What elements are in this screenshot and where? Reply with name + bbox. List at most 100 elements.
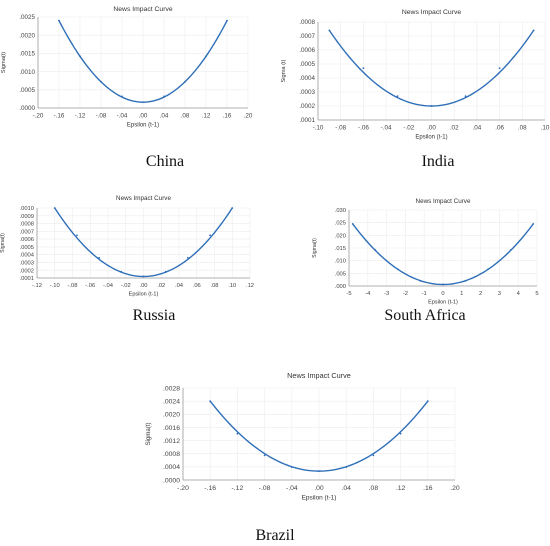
caption-china: China	[146, 153, 184, 170]
x-tick-label: .00	[139, 283, 147, 289]
y-tick-label: .0000	[163, 477, 180, 484]
y-tick-label: .0005	[19, 245, 34, 251]
x-tick-label: .00	[139, 112, 148, 119]
data-point	[374, 249, 377, 251]
y-tick-label: .0025	[19, 14, 35, 21]
y-tick-label: .0007	[19, 229, 34, 235]
x-tick-label: .02	[157, 283, 165, 289]
x-tick-label: -.02	[403, 124, 414, 131]
y-tick-label: .0001	[19, 276, 34, 282]
y-axis-label: Sigma(t)	[0, 233, 6, 253]
y-tick-label: .0006	[299, 47, 315, 54]
y-tick-label: .0020	[19, 32, 35, 39]
x-tick-label: .06	[495, 124, 504, 131]
data-point	[100, 80, 102, 83]
data-point	[532, 223, 535, 225]
x-tick-label: -.12	[32, 283, 42, 289]
x-tick-label: -3	[384, 291, 389, 297]
data-point	[263, 454, 266, 457]
y-tick-label: .0008	[299, 19, 315, 26]
data-point	[396, 268, 399, 271]
y-tick-label: .0002	[19, 268, 34, 274]
data-point	[58, 19, 60, 22]
y-tick-label: .0007	[299, 33, 315, 40]
data-point	[498, 67, 501, 70]
y-tick-label: .0028	[163, 385, 180, 392]
y-axis-label: Sigma(t)	[1, 52, 7, 73]
x-axis-label: Epsilon (t-1)	[428, 300, 458, 306]
x-tick-label: 2	[479, 291, 482, 297]
data-point	[532, 29, 535, 32]
data-point	[186, 256, 189, 259]
x-tick-label: -.20	[33, 112, 44, 119]
x-tick-label: 4	[517, 291, 521, 297]
y-tick-label: .0020	[163, 412, 180, 419]
data-point	[236, 432, 239, 435]
data-point	[53, 207, 56, 209]
x-tick-label: -.04	[117, 112, 128, 119]
x-tick-label: .00	[314, 485, 324, 492]
x-tick-label: -4	[365, 291, 371, 297]
data-point	[487, 268, 490, 271]
data-point	[419, 280, 422, 282]
y-tick-label: .0009	[19, 214, 34, 220]
y-tick-label: .0008	[19, 222, 34, 228]
y-tick-label: .0008	[163, 451, 180, 458]
x-tick-label: -.02	[121, 283, 131, 289]
data-point	[362, 67, 365, 70]
x-tick-label: 1	[460, 291, 463, 297]
chart-india: -.10 -.08 -.06 -.04 -.02 .00 .02 .04 .06 .08 .10 .0…	[281, 9, 550, 141]
x-tick-label: .08	[210, 283, 218, 289]
chart-south-africa: -5 -4 -3 -2 -1 0 1 2 3 4 5 .000 .005 .010 .015 .020 .025…	[312, 198, 539, 306]
data-point	[290, 466, 293, 469]
data-point	[76, 234, 78, 237]
x-tick-label: .04	[341, 485, 351, 492]
y-tick-label: .0010	[19, 206, 34, 212]
y-tick-label: .0005	[19, 87, 35, 94]
y-tick-label: .005	[335, 271, 346, 277]
x-tick-label: -.08	[259, 485, 271, 492]
x-tick-label: -.04	[381, 124, 392, 131]
x-tick-label: -.06	[85, 283, 95, 289]
y-axis-label: Sigma (t)	[281, 59, 287, 82]
y-axis-label: Sigma(t)	[312, 238, 318, 258]
data-point	[430, 105, 433, 107]
caption-south-africa: South Africa	[384, 307, 465, 324]
y-tick-label: .0016	[163, 425, 180, 432]
x-tick-label: 3	[498, 291, 501, 297]
x-tick-label: -.08	[335, 124, 346, 131]
x-tick-label: -.04	[286, 485, 298, 492]
x-tick-label: .12	[246, 283, 254, 289]
x-tick-label: -.16	[204, 485, 216, 492]
x-tick-label: .20	[244, 112, 253, 119]
x-tick-label: .04	[473, 124, 482, 131]
y-tick-label: .000	[335, 284, 346, 290]
x-tick-label: -.08	[96, 112, 107, 119]
y-tick-label: .0005	[299, 61, 315, 68]
y-tick-label: .0002	[299, 103, 315, 110]
data-point	[464, 95, 467, 98]
data-point	[345, 466, 348, 469]
chart-title: News Impact Curve	[287, 371, 351, 380]
y-tick-label: .0015	[19, 51, 35, 58]
x-axis-label: Epsilon (t-1)	[415, 135, 447, 141]
x-tick-label: -.10	[50, 283, 60, 289]
y-tick-label: .0010	[19, 69, 35, 76]
y-tick-label: .010	[335, 259, 346, 265]
x-axis-label: Epsilon (t-1)	[302, 495, 337, 502]
data-point	[231, 207, 234, 209]
x-tick-label: .12	[202, 112, 211, 119]
data-point	[464, 280, 467, 282]
y-tick-label: .0003	[299, 89, 315, 96]
data-point	[142, 275, 145, 278]
data-point	[120, 270, 123, 273]
y-tick-label: .0004	[19, 253, 34, 259]
y-tick-label: .0003	[19, 260, 34, 266]
x-tick-label: -.04	[103, 283, 114, 289]
chart-russia: -.12 -.10 -.08 -.06 -.04 -.02 .00 .02 .04 .06 .08.…	[0, 195, 254, 298]
x-tick-label: -.12	[232, 485, 244, 492]
y-tick-label: .0024	[163, 399, 180, 406]
x-axis-label: Epsilon (t-1)	[127, 123, 159, 129]
data-point	[396, 95, 399, 98]
